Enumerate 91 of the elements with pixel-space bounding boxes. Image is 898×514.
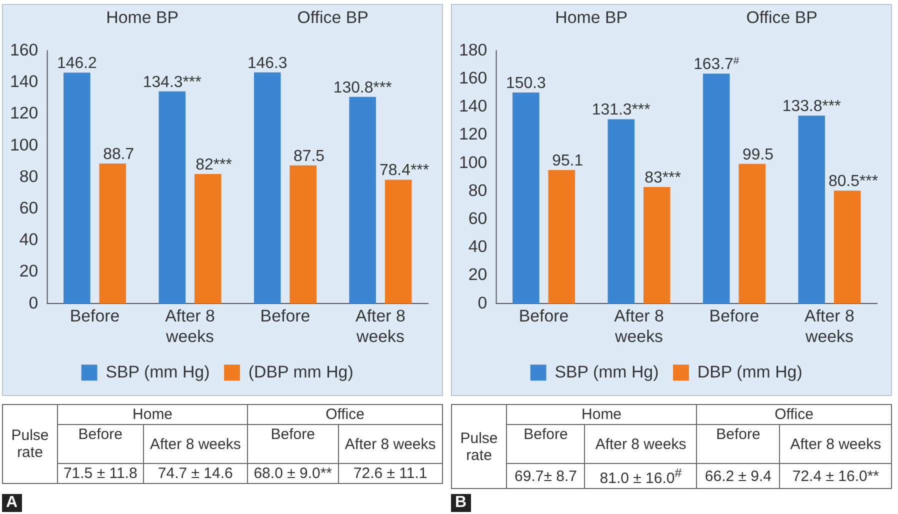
text: Office BP	[297, 8, 368, 27]
data-label: 133.8***	[782, 98, 841, 116]
text: After 8 weeks	[338, 424, 442, 464]
text: Home	[506, 404, 697, 424]
text: Before	[506, 424, 585, 464]
bar	[834, 190, 861, 304]
bar	[608, 119, 635, 304]
y-tick-label: 0	[478, 293, 488, 312]
text: After 8 weeks	[584, 424, 697, 464]
y-tick-label: 40	[468, 237, 488, 256]
data-label: 163.7#	[694, 56, 740, 74]
text: 69.7± 8.7	[506, 464, 585, 488]
text: 72.6 ± 11.1	[338, 464, 442, 484]
y-tick-label: 80	[468, 180, 488, 200]
y-tick-label: 160	[10, 40, 38, 60]
text: Pulse rate	[2, 404, 58, 484]
x-tick-label: After 8 weeks	[165, 306, 215, 346]
bar	[384, 180, 412, 304]
text: 66.2 ± 9.4	[696, 464, 780, 488]
text: After 8 weeks	[780, 424, 892, 464]
bar	[194, 174, 222, 304]
legend-label: (DBP mm Hg)	[248, 362, 354, 382]
data-label: 87.5	[294, 148, 325, 165]
text: 71.5 ± 11.8	[58, 464, 144, 484]
y-tick-label: 0	[28, 293, 38, 312]
data-label: 150.3	[506, 74, 546, 92]
legend-label: DBP (mm Hg)	[697, 362, 802, 382]
data-label: 80.5***	[828, 173, 878, 190]
text: 68.0 ± 9.0**	[248, 464, 338, 484]
y-tick-label: 120	[458, 124, 488, 144]
x-tick-label: After 8 weeks	[804, 306, 854, 346]
bar	[738, 164, 766, 304]
legend-label: SBP (mm Hg)	[554, 362, 659, 382]
y-tick-label: 100	[458, 152, 488, 172]
data-label: 88.7	[103, 146, 134, 163]
bar	[290, 165, 316, 304]
bar	[548, 170, 576, 304]
y-tick-label: 140	[458, 96, 488, 116]
data-label: 146.2	[56, 55, 97, 72]
y-tick-label: 160	[458, 68, 488, 88]
y-tick-label: 20	[19, 262, 38, 281]
text: 81.0 ± 16.0$^{#}$	[584, 464, 697, 488]
text: Office BP	[746, 8, 818, 27]
x-tick-label: Before	[70, 306, 120, 326]
y-tick-label: 60	[19, 198, 38, 218]
legend-label: SBP (mm Hg)	[106, 362, 210, 382]
data-label: 134.3***	[142, 74, 202, 91]
y-tick-label: 180	[458, 40, 488, 60]
bar	[158, 91, 186, 304]
y-tick-label: 20	[468, 265, 488, 284]
bar	[64, 72, 90, 304]
y-tick-label: 140	[10, 72, 38, 92]
data-label: 99.5	[742, 146, 774, 164]
text: Home BP	[106, 8, 179, 27]
y-tick-label: 60	[468, 209, 488, 228]
x-tick-label: Before	[709, 306, 760, 326]
data-label: 131.3***	[592, 102, 650, 119]
text: Office	[248, 404, 442, 424]
text: B	[451, 494, 471, 512]
data-label: 130.8***	[333, 79, 392, 96]
data-label: 78.4***	[379, 162, 430, 180]
data-label: 95.1	[552, 152, 584, 170]
bar	[99, 163, 126, 304]
data-label: 82***	[196, 156, 232, 174]
text: Home BP	[555, 8, 628, 27]
bar	[512, 92, 540, 304]
y-tick-label: 120	[10, 104, 38, 123]
bar	[254, 72, 281, 304]
x-tick-label: Before	[518, 306, 569, 326]
text: A	[2, 494, 22, 512]
bar	[643, 187, 670, 304]
data-label: 146.3	[247, 54, 288, 72]
y-tick-label: 40	[19, 230, 38, 250]
x-tick-label: After 8 weeks	[355, 306, 406, 346]
x-tick-label: After 8 weeks	[614, 306, 664, 346]
bar	[798, 116, 825, 304]
x-tick-label: Before	[260, 306, 310, 326]
text: After 8 weeks	[143, 424, 248, 464]
y-tick-label: 100	[10, 135, 38, 154]
text: 72.4 ± 16.0**	[780, 464, 892, 488]
data-label: 83***	[644, 169, 681, 186]
text: Before	[248, 424, 338, 464]
text: 74.7 ± 14.6	[143, 464, 248, 484]
text: Office	[696, 404, 892, 424]
bar	[702, 74, 730, 304]
text: Before	[696, 424, 780, 464]
text: Home	[58, 404, 248, 424]
text: Before	[58, 424, 144, 464]
bar	[349, 96, 376, 304]
text: Pulse rate	[452, 404, 506, 488]
y-tick-label: 80	[19, 166, 38, 186]
